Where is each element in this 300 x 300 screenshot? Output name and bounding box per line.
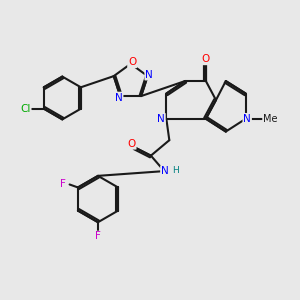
Text: N: N [157, 114, 165, 124]
Text: F: F [60, 179, 66, 189]
Text: O: O [202, 54, 210, 64]
Text: H: H [172, 166, 179, 175]
Text: O: O [128, 139, 136, 149]
Text: N: N [145, 70, 153, 80]
Text: N: N [243, 114, 251, 124]
Text: Me: Me [263, 114, 278, 124]
Text: O: O [128, 57, 136, 67]
Text: F: F [95, 232, 101, 242]
Text: N: N [115, 93, 123, 103]
Text: Cl: Cl [20, 104, 31, 114]
Text: N: N [161, 166, 169, 176]
